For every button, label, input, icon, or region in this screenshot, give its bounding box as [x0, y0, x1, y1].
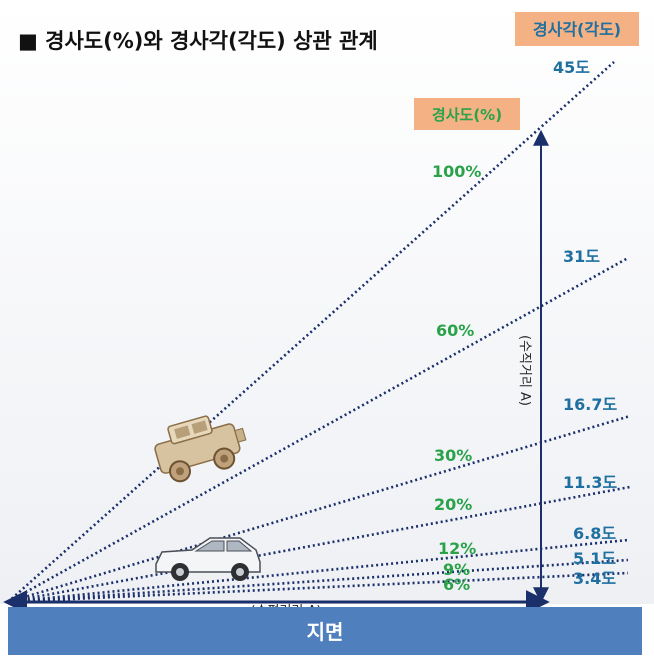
angle-label: 3.4도	[573, 569, 616, 588]
grade-label: 60%	[436, 321, 474, 340]
grade-label: 12%	[438, 539, 476, 558]
sedan-car-icon	[155, 537, 261, 581]
grade-legend-box	[414, 98, 520, 130]
slope-line	[7, 256, 629, 604]
grade-label: 30%	[434, 446, 472, 465]
jeep-icon	[154, 415, 247, 483]
grade-label: 9%	[443, 560, 470, 579]
grade-label: 6%	[443, 575, 470, 594]
angle-label: 5.1도	[573, 549, 616, 568]
slope-line	[7, 538, 629, 604]
grade-legend-label: 경사도(%)	[432, 106, 502, 124]
ground-label: 지면	[307, 620, 344, 644]
ground-bar	[8, 607, 642, 655]
slope-lines: 45도 100% 31도 60% 16.7도 30% 11.3도 20% 6.8도 12% 5.1도…	[7, 58, 631, 604]
angle-label: 6.8도	[573, 524, 616, 543]
angle-legend-label: 경사각(각도)	[533, 20, 621, 39]
slope-line	[7, 414, 631, 604]
slope-line	[7, 571, 629, 604]
angle-label: 11.3도	[563, 473, 617, 492]
angle-label: 16.7도	[563, 395, 617, 414]
angle-legend-box	[515, 12, 639, 46]
angle-label: 31도	[563, 247, 600, 266]
page-title: ■ 경사도(%)와 경사각(각도) 상관 관계	[18, 29, 378, 53]
grade-label: 100%	[432, 162, 481, 181]
grade-label: 20%	[434, 495, 472, 514]
angle-label: 45도	[553, 58, 590, 77]
background	[0, 0, 654, 604]
slope-line	[7, 61, 615, 603]
slope-line	[7, 485, 631, 604]
vertical-distance-label: (수직거리 A)	[517, 335, 532, 406]
slope-line	[7, 558, 629, 604]
